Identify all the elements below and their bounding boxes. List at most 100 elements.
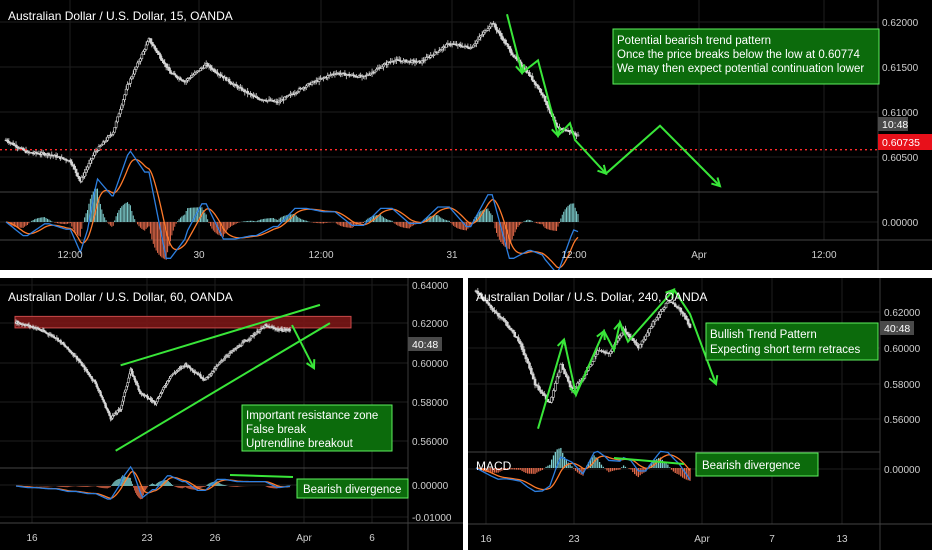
candle-body (563, 369, 566, 375)
candle-body (136, 382, 139, 387)
annotation-box (612, 28, 880, 85)
candle-body (206, 63, 209, 67)
candle-body (73, 165, 76, 170)
candle-body (594, 353, 598, 357)
x-tick-label: 23 (141, 533, 153, 544)
candle-body (125, 385, 128, 391)
candle-body (659, 310, 662, 315)
candle-body (513, 331, 517, 337)
candle-body (153, 400, 156, 404)
y-axis-ticks: 0.62000 0.60000 0.58000 0.56000 0.00000 (884, 308, 921, 476)
candle-body (90, 158, 94, 161)
candle-body (139, 58, 142, 62)
divergence-label: Bearish divergence (303, 484, 401, 496)
candle-body (153, 45, 157, 49)
candle-body (590, 361, 594, 365)
candle-body (539, 89, 543, 94)
y-tick-label: 0.62000 (882, 18, 919, 29)
candle-body (253, 95, 257, 98)
note-line-1: Important resistance zone (246, 410, 378, 422)
candle-body (445, 44, 448, 48)
candle-body (633, 340, 636, 343)
x-axis-ticks: 16 23 Apr 7 13 (480, 534, 848, 545)
macd-signal-line (475, 454, 691, 491)
candle-body (496, 312, 500, 317)
candle-body (498, 31, 501, 34)
candle-body (140, 53, 144, 60)
chart-panel-60m[interactable]: Australian Dollar / U.S. Dollar, 60, OAN… (0, 278, 463, 550)
candle-body (162, 387, 165, 391)
candle-body (104, 403, 107, 408)
candle-body (121, 400, 124, 406)
y-tick-label: 0.56000 (884, 415, 921, 426)
candle-body (184, 80, 188, 82)
chart-panel-15m[interactable]: Australian Dollar / U.S. Dollar, 15, OAN… (0, 0, 932, 270)
arrow-head (711, 177, 722, 188)
countdown-badge (878, 117, 908, 131)
candle-body (127, 377, 130, 383)
candle-body (203, 64, 207, 69)
x-axis-ticks: 16 23 26 Apr 6 (26, 533, 375, 544)
arrowheads-240m (556, 288, 719, 397)
projection-arrow-60m (291, 324, 315, 369)
candle-body (240, 87, 244, 91)
candle-body (538, 87, 541, 90)
x-tick-label: 31 (446, 250, 458, 261)
candle-body (229, 81, 232, 84)
candle-body (284, 96, 288, 98)
x-tick-label: 12:00 (561, 250, 586, 261)
candle-body (131, 73, 135, 78)
candle-body (353, 75, 357, 77)
candle-body (215, 366, 218, 369)
candle-body (199, 373, 202, 378)
candle-body (71, 164, 75, 167)
candle-body (128, 373, 131, 379)
candle-body (646, 332, 649, 337)
candle-body (186, 78, 189, 81)
candle-body (86, 166, 89, 171)
candle-body (436, 51, 440, 53)
candle-body (11, 142, 15, 146)
candle-body (287, 94, 291, 96)
x-tick-label: Apr (296, 533, 312, 544)
candle-body (89, 159, 92, 164)
candle-body (143, 49, 147, 52)
candle-body (199, 68, 202, 71)
candle-body (91, 155, 95, 159)
chart-240m-svg[interactable]: Australian Dollar / U.S. Dollar, 240, OA… (468, 278, 932, 550)
candle-body (596, 350, 600, 355)
candle-body (644, 335, 648, 340)
candle-body (485, 30, 488, 32)
candle-body (651, 321, 655, 327)
candle-body (164, 63, 168, 68)
x-tick-label: 16 (26, 533, 38, 544)
chart-60m-svg[interactable]: Australian Dollar / U.S. Dollar, 60, OAN… (0, 278, 463, 550)
candle-body (369, 72, 372, 76)
candle-body (111, 131, 115, 135)
candle-body (95, 383, 98, 388)
candle-body (169, 70, 172, 74)
candle-body (542, 94, 545, 97)
resistance-zone (14, 315, 352, 329)
countdown-label: 40:48 (412, 339, 438, 351)
candle-body (149, 38, 152, 43)
candle-body (397, 59, 401, 62)
candle-body (503, 39, 507, 44)
candle-body (475, 40, 478, 44)
candle-body (476, 38, 480, 42)
x-tick-label: 12:00 (57, 250, 82, 261)
candle-body (329, 74, 332, 76)
candle-body (75, 355, 78, 360)
candle-body (420, 60, 424, 64)
chart-panel-240m[interactable]: Australian Dollar / U.S. Dollar, 240, OA… (468, 278, 932, 550)
candle-body (44, 154, 48, 156)
candle-body (533, 378, 537, 386)
divergence-label: Bearish divergence (702, 460, 800, 472)
candle-body (413, 60, 417, 63)
chart-15m-svg[interactable]: Australian Dollar / U.S. Dollar, 15, OAN… (0, 0, 932, 270)
candle-body (685, 315, 688, 320)
countdown-label: 10:48 (882, 119, 908, 131)
annotation-box (705, 322, 879, 361)
candle-body (156, 398, 159, 403)
